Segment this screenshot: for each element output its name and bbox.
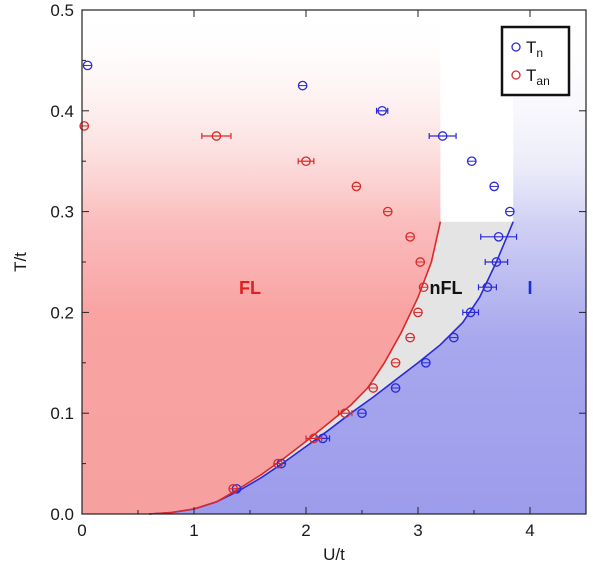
x-axis: 0 1 2 3 4 [77, 10, 535, 540]
point-tan [368, 383, 379, 393]
point-marker [405, 231, 416, 242]
point-marker [382, 206, 393, 217]
x-tick-label: 4 [525, 521, 534, 540]
point-marker [228, 483, 239, 494]
point-tn [390, 383, 401, 393]
point-marker [466, 156, 477, 167]
point-marker [405, 332, 416, 343]
point-marker [351, 181, 362, 192]
point-marker [415, 257, 426, 267]
point-marker [308, 433, 319, 444]
x-tick-label: 3 [413, 521, 422, 540]
point-marker [273, 458, 283, 469]
legend-entry: Tan [526, 66, 550, 88]
point-tn [462, 307, 480, 318]
point-tan [382, 206, 393, 217]
point-tn [375, 105, 389, 116]
point-marker [297, 80, 308, 91]
point-marker [79, 121, 90, 131]
y-axis: 0.0 0.1 0.2 0.3 0.4 0.5 [50, 1, 586, 524]
y-tick-label: 0.4 [50, 102, 74, 121]
point-tn [480, 231, 518, 242]
point-tn [428, 131, 457, 141]
point-marker [301, 156, 311, 167]
point-marker [390, 357, 401, 368]
point-tan [297, 156, 315, 167]
point-marker [437, 131, 448, 141]
y-tick-label: 0.2 [50, 303, 74, 322]
point-tan [273, 458, 283, 469]
region-label-i: I [527, 278, 532, 298]
point-tn [477, 282, 497, 293]
boundary-curves [149, 221, 514, 515]
point-marker [482, 282, 493, 293]
point-marker [357, 408, 367, 419]
point-tan [305, 433, 323, 444]
point-tan [405, 332, 416, 343]
point-marker [377, 105, 388, 116]
point-marker [420, 357, 431, 368]
point-tan [201, 131, 232, 141]
point-marker [448, 332, 459, 343]
x-tick-label: 0 [77, 521, 86, 540]
x-tick-label: 2 [301, 521, 310, 540]
legend-symbol: T [526, 38, 536, 57]
x-tick-label: 1 [189, 521, 198, 540]
point-tn [357, 408, 367, 419]
point-tan [390, 357, 401, 368]
point-tan [415, 257, 426, 267]
region-labels: FL nFL I [239, 278, 533, 298]
point-marker [465, 307, 476, 318]
nfl-region-fill [149, 221, 514, 514]
point-tan [351, 181, 362, 192]
point-tn [82, 60, 93, 71]
point-marker [491, 257, 502, 267]
point-marker [211, 131, 222, 141]
point-marker [489, 181, 500, 192]
legend-entry: Tn [526, 38, 543, 60]
point-marker [413, 307, 423, 318]
point-marker [493, 231, 504, 242]
legend-marker [511, 42, 521, 52]
point-marker [504, 206, 515, 217]
boundary-curve-fl-nfl [149, 221, 442, 515]
point-tn [448, 332, 459, 343]
legend-marker [511, 70, 521, 80]
legend-box [500, 25, 571, 97]
point-tn [466, 156, 477, 167]
point-tan [337, 408, 353, 419]
point-tan [418, 282, 429, 293]
legend-subscript: an [536, 74, 549, 88]
point-tan [405, 231, 416, 242]
y-axis-label: T/t [11, 252, 30, 272]
insulator-region-fill [149, 10, 586, 514]
point-marker [340, 408, 351, 419]
point-tn [297, 80, 308, 91]
point-marker [82, 60, 93, 71]
point-tan [228, 483, 239, 494]
point-marker [368, 383, 379, 393]
region-label-nfl: nFL [430, 278, 463, 298]
region-label-fl: FL [239, 278, 261, 298]
point-marker [418, 282, 429, 293]
y-tick-label: 0.0 [50, 505, 74, 524]
y-tick-label: 0.1 [50, 404, 74, 423]
legend-subscript: n [536, 46, 543, 60]
y-tick-label: 0.3 [50, 203, 74, 222]
x-axis-label: U/t [323, 545, 345, 564]
point-tn [489, 181, 500, 192]
y-tick-label: 0.5 [50, 1, 74, 20]
legend-symbol: T [526, 66, 536, 85]
point-marker [390, 383, 401, 393]
data-points [79, 60, 518, 494]
point-tn [504, 206, 515, 217]
point-tan [413, 307, 423, 318]
point-tn [484, 257, 509, 267]
point-tn [420, 357, 431, 368]
